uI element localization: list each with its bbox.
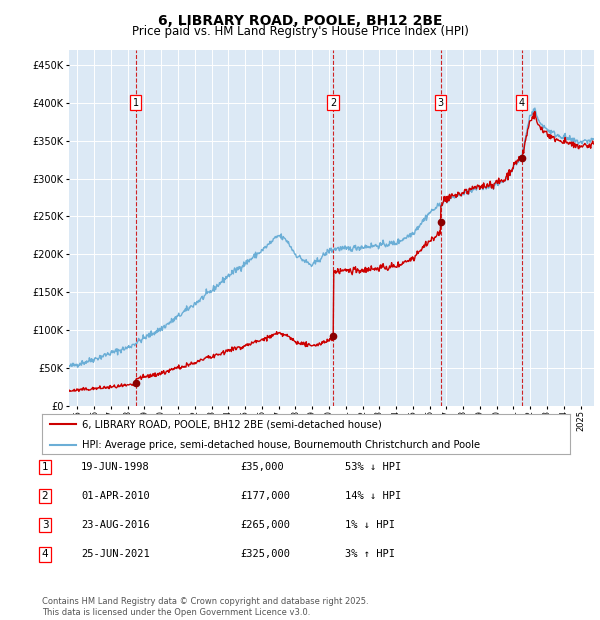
Text: 23-AUG-2016: 23-AUG-2016 (81, 520, 150, 530)
Text: Price paid vs. HM Land Registry's House Price Index (HPI): Price paid vs. HM Land Registry's House … (131, 25, 469, 38)
Text: 19-JUN-1998: 19-JUN-1998 (81, 462, 150, 472)
Text: 3: 3 (41, 520, 49, 530)
Text: £177,000: £177,000 (240, 491, 290, 501)
Text: 6, LIBRARY ROAD, POOLE, BH12 2BE (semi-detached house): 6, LIBRARY ROAD, POOLE, BH12 2BE (semi-d… (82, 419, 382, 430)
Text: 4: 4 (41, 549, 49, 559)
Text: 1: 1 (133, 98, 139, 108)
Text: 2: 2 (330, 98, 337, 108)
Text: £265,000: £265,000 (240, 520, 290, 530)
Text: 2: 2 (41, 491, 49, 501)
Text: 01-APR-2010: 01-APR-2010 (81, 491, 150, 501)
Text: 14% ↓ HPI: 14% ↓ HPI (345, 491, 401, 501)
Text: 53% ↓ HPI: 53% ↓ HPI (345, 462, 401, 472)
Text: 1: 1 (41, 462, 49, 472)
Text: 3% ↑ HPI: 3% ↑ HPI (345, 549, 395, 559)
Text: Contains HM Land Registry data © Crown copyright and database right 2025.
This d: Contains HM Land Registry data © Crown c… (42, 598, 368, 617)
Text: HPI: Average price, semi-detached house, Bournemouth Christchurch and Poole: HPI: Average price, semi-detached house,… (82, 440, 480, 450)
Text: 1% ↓ HPI: 1% ↓ HPI (345, 520, 395, 530)
Text: 6, LIBRARY ROAD, POOLE, BH12 2BE: 6, LIBRARY ROAD, POOLE, BH12 2BE (158, 14, 442, 28)
Text: 4: 4 (518, 98, 524, 108)
Text: £325,000: £325,000 (240, 549, 290, 559)
Text: 25-JUN-2021: 25-JUN-2021 (81, 549, 150, 559)
Text: 3: 3 (437, 98, 443, 108)
Text: £35,000: £35,000 (240, 462, 284, 472)
